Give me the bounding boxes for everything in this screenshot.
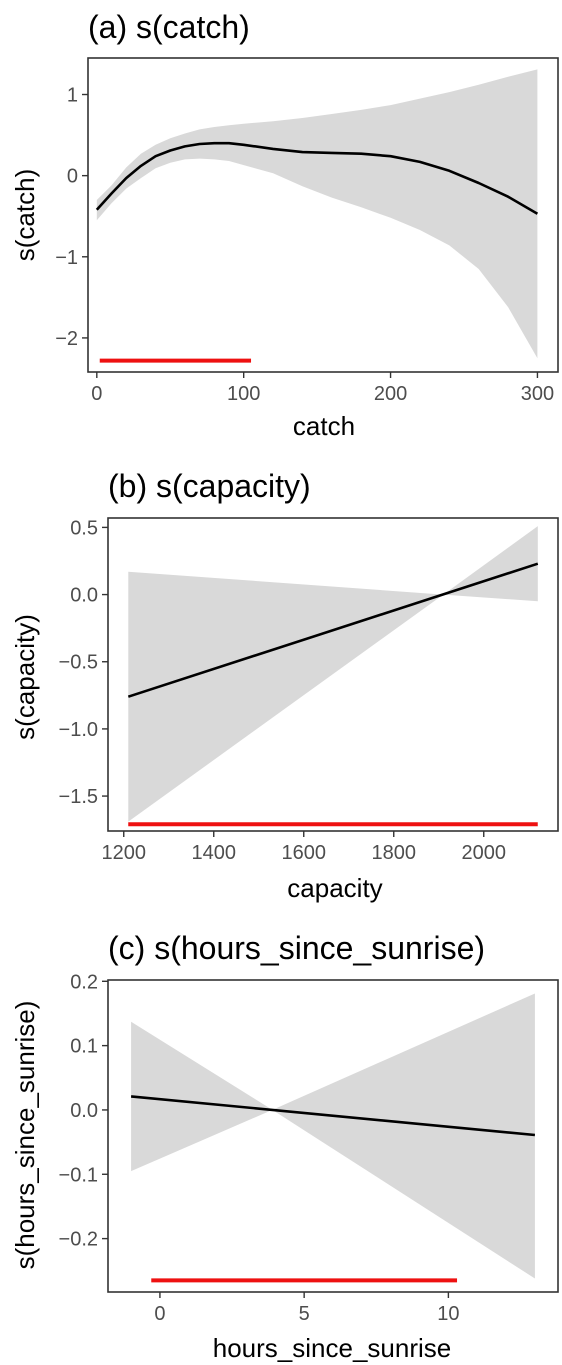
y-tick-label: 0.5 [70, 517, 98, 539]
x-tick-label: 5 [299, 1303, 310, 1325]
panel-title: (c) s(hours_since_sunrise) [108, 930, 485, 966]
x-tick-label: 100 [227, 383, 260, 405]
x-tick-label: 10 [437, 1303, 459, 1325]
plot-frame [107, 979, 559, 1293]
plot-frame [87, 57, 559, 373]
x-axis-title: catch [293, 411, 355, 441]
x-tick-label: 0 [91, 383, 102, 405]
x-tick-label: 200 [374, 383, 407, 405]
x-tick-label: 0 [154, 1303, 165, 1325]
x-tick-label: 300 [521, 383, 554, 405]
estimate-line [95, 141, 539, 215]
confidence-band [96, 69, 538, 359]
x-axis-title: hours_since_sunrise [213, 1333, 451, 1363]
y-tick-label: 0.0 [70, 1100, 98, 1122]
estimate-line [130, 1095, 536, 1137]
plot-area: 1200 1400 1600 1800 2000 −1.5 −1.0 −0.5 0.0 0.5 [59, 517, 559, 864]
y-axis-title: s(catch) [10, 169, 40, 261]
plot-area: 0 5 10 −0.2 −0.1 0.0 0.1 0.2 [59, 971, 559, 1325]
panel-title: (b) s(capacity) [108, 468, 311, 504]
x-tick-label: 1400 [192, 842, 237, 864]
panel-title: (a) s(catch) [88, 9, 250, 45]
y-tick-label: −0.5 [59, 652, 98, 674]
y-axis-title: s(hours_since_sunrise) [10, 1001, 40, 1270]
estimate-line [127, 562, 539, 698]
y-tick-label: −1.0 [59, 719, 98, 741]
chart-panel-c: (c) s(hours_since_sunrise) 0 5 10−0.2−0.10… [10, 930, 559, 1363]
chart-panel-b: (b) s(capacity) 1200 1400 1600 1800 2000 −1.5… [10, 468, 559, 903]
y-tick-label: 0.0 [70, 585, 98, 607]
y-tick-label: −0.1 [59, 1164, 98, 1186]
y-tick-label: −2 [55, 328, 78, 350]
y-tick-label: 0 [67, 166, 78, 188]
x-tick-label: 1600 [282, 842, 327, 864]
y-tick-label: −1 [55, 247, 78, 269]
confidence-band [128, 526, 538, 822]
x-tick-label: 2000 [462, 842, 507, 864]
chart-panel-a: (a) s(catch) 0 100 200 300 −2 −1 0 1 catch s(ca… [10, 9, 559, 441]
y-tick-label: 0.2 [70, 971, 98, 993]
plot-frame [107, 517, 559, 832]
y-tick-label: −1.5 [59, 786, 98, 808]
x-axis-title: capacity [287, 873, 382, 903]
y-axis-title: s(capacity) [10, 614, 40, 740]
x-tick-label: 1800 [372, 842, 417, 864]
y-tick-label: 1 [67, 85, 78, 107]
x-tick-label: 1200 [102, 842, 147, 864]
confidence-band [131, 993, 535, 1279]
plot-area: 0 100 200 300 −2 −1 0 1 [55, 57, 559, 405]
y-tick-label: 0.1 [70, 1036, 98, 1058]
y-tick-label: −0.2 [59, 1229, 98, 1251]
